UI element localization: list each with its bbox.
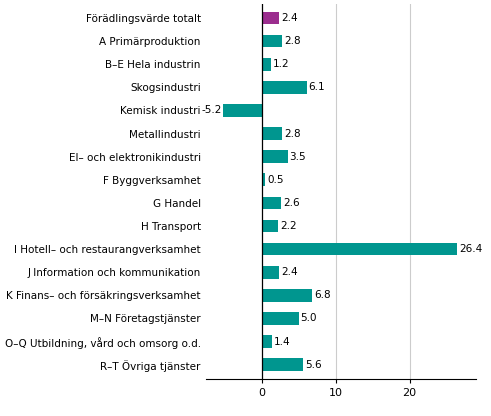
Text: 1.2: 1.2	[273, 59, 289, 69]
Bar	[262, 81, 307, 94]
Text: -5.2: -5.2	[201, 106, 221, 116]
Bar	[262, 12, 279, 25]
Text: 2.8: 2.8	[284, 129, 301, 139]
Bar	[262, 150, 288, 163]
Text: 2.4: 2.4	[281, 13, 298, 23]
Text: 6.1: 6.1	[309, 82, 326, 92]
Bar	[262, 127, 282, 140]
Text: 5.0: 5.0	[300, 314, 317, 324]
Bar	[262, 220, 278, 233]
Text: 0.5: 0.5	[267, 175, 284, 185]
Text: 2.8: 2.8	[284, 36, 301, 46]
Text: 2.4: 2.4	[281, 267, 298, 277]
Bar	[262, 58, 271, 71]
Text: 5.6: 5.6	[305, 360, 322, 370]
Bar	[223, 104, 262, 117]
Bar	[262, 197, 281, 209]
Text: 6.8: 6.8	[314, 290, 330, 300]
Text: 3.5: 3.5	[290, 152, 306, 162]
Bar	[262, 243, 457, 255]
Bar	[262, 266, 279, 279]
Bar	[262, 173, 266, 186]
Bar	[262, 312, 299, 325]
Text: 26.4: 26.4	[459, 244, 482, 254]
Text: 1.4: 1.4	[274, 337, 291, 347]
Text: 2.2: 2.2	[280, 221, 297, 231]
Bar	[262, 335, 272, 348]
Text: 2.6: 2.6	[283, 198, 300, 208]
Bar	[262, 289, 312, 302]
Bar	[262, 358, 303, 371]
Bar	[262, 35, 282, 47]
